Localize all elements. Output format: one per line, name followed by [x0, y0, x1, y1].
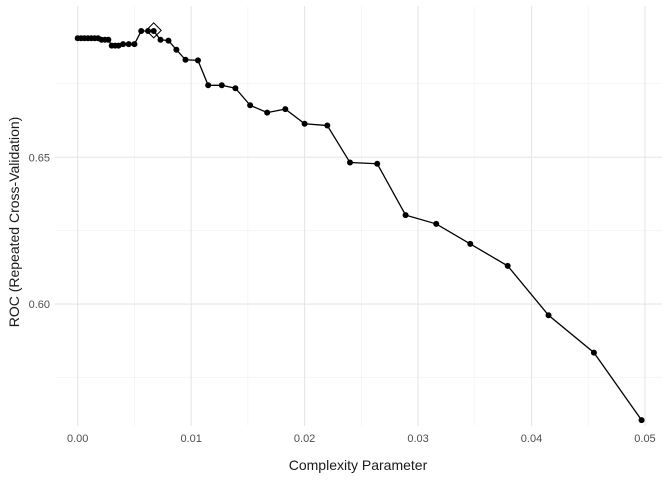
data-point: [545, 312, 552, 319]
data-point: [194, 57, 201, 64]
minor-gridlines: [55, 6, 662, 426]
data-point: [590, 349, 597, 356]
data-point: [182, 56, 189, 63]
data-point: [138, 27, 145, 34]
data-point: [218, 82, 225, 89]
y-tick-label: 0.60: [29, 299, 50, 311]
data-point: [301, 120, 308, 127]
data-point: [433, 220, 440, 227]
data-point: [467, 240, 474, 247]
best-point-marker: [145, 22, 162, 39]
x-tick-label: 0.03: [407, 433, 428, 445]
data-point: [374, 160, 381, 167]
data-point: [165, 37, 172, 44]
y-axis-title: ROC (Repeated Cross-Validation): [6, 117, 22, 328]
x-tick-label: 0.04: [521, 433, 542, 445]
data-point: [115, 42, 122, 49]
data-point: [264, 109, 271, 116]
data-point: [324, 122, 331, 129]
major-gridlines: [55, 6, 662, 426]
data-point: [402, 212, 409, 219]
x-axis-title: Complexity Parameter: [289, 457, 428, 473]
data-point: [150, 27, 157, 34]
data-point: [504, 262, 511, 269]
data-point: [232, 85, 239, 92]
data-point: [282, 106, 289, 113]
data-point: [173, 46, 180, 53]
data-point: [105, 36, 112, 43]
data-point: [120, 41, 127, 48]
tick-labels: 0.00 0.01 0.02 0.03 0.04 0.05 0.60 0.65: [29, 152, 656, 445]
x-tick-label: 0.01: [180, 433, 201, 445]
data-point: [638, 417, 645, 424]
x-tick-label: 0.00: [67, 433, 88, 445]
data-point: [131, 41, 138, 48]
x-tick-label: 0.05: [634, 433, 655, 445]
x-tick-label: 0.02: [294, 433, 315, 445]
data-point: [247, 102, 254, 109]
data-point: [157, 36, 164, 43]
y-tick-label: 0.65: [29, 152, 50, 164]
roc-line: [77, 30, 643, 421]
roc-series: [74, 22, 645, 424]
data-point: [346, 159, 353, 166]
data-point: [125, 41, 132, 48]
data-point: [205, 82, 212, 89]
